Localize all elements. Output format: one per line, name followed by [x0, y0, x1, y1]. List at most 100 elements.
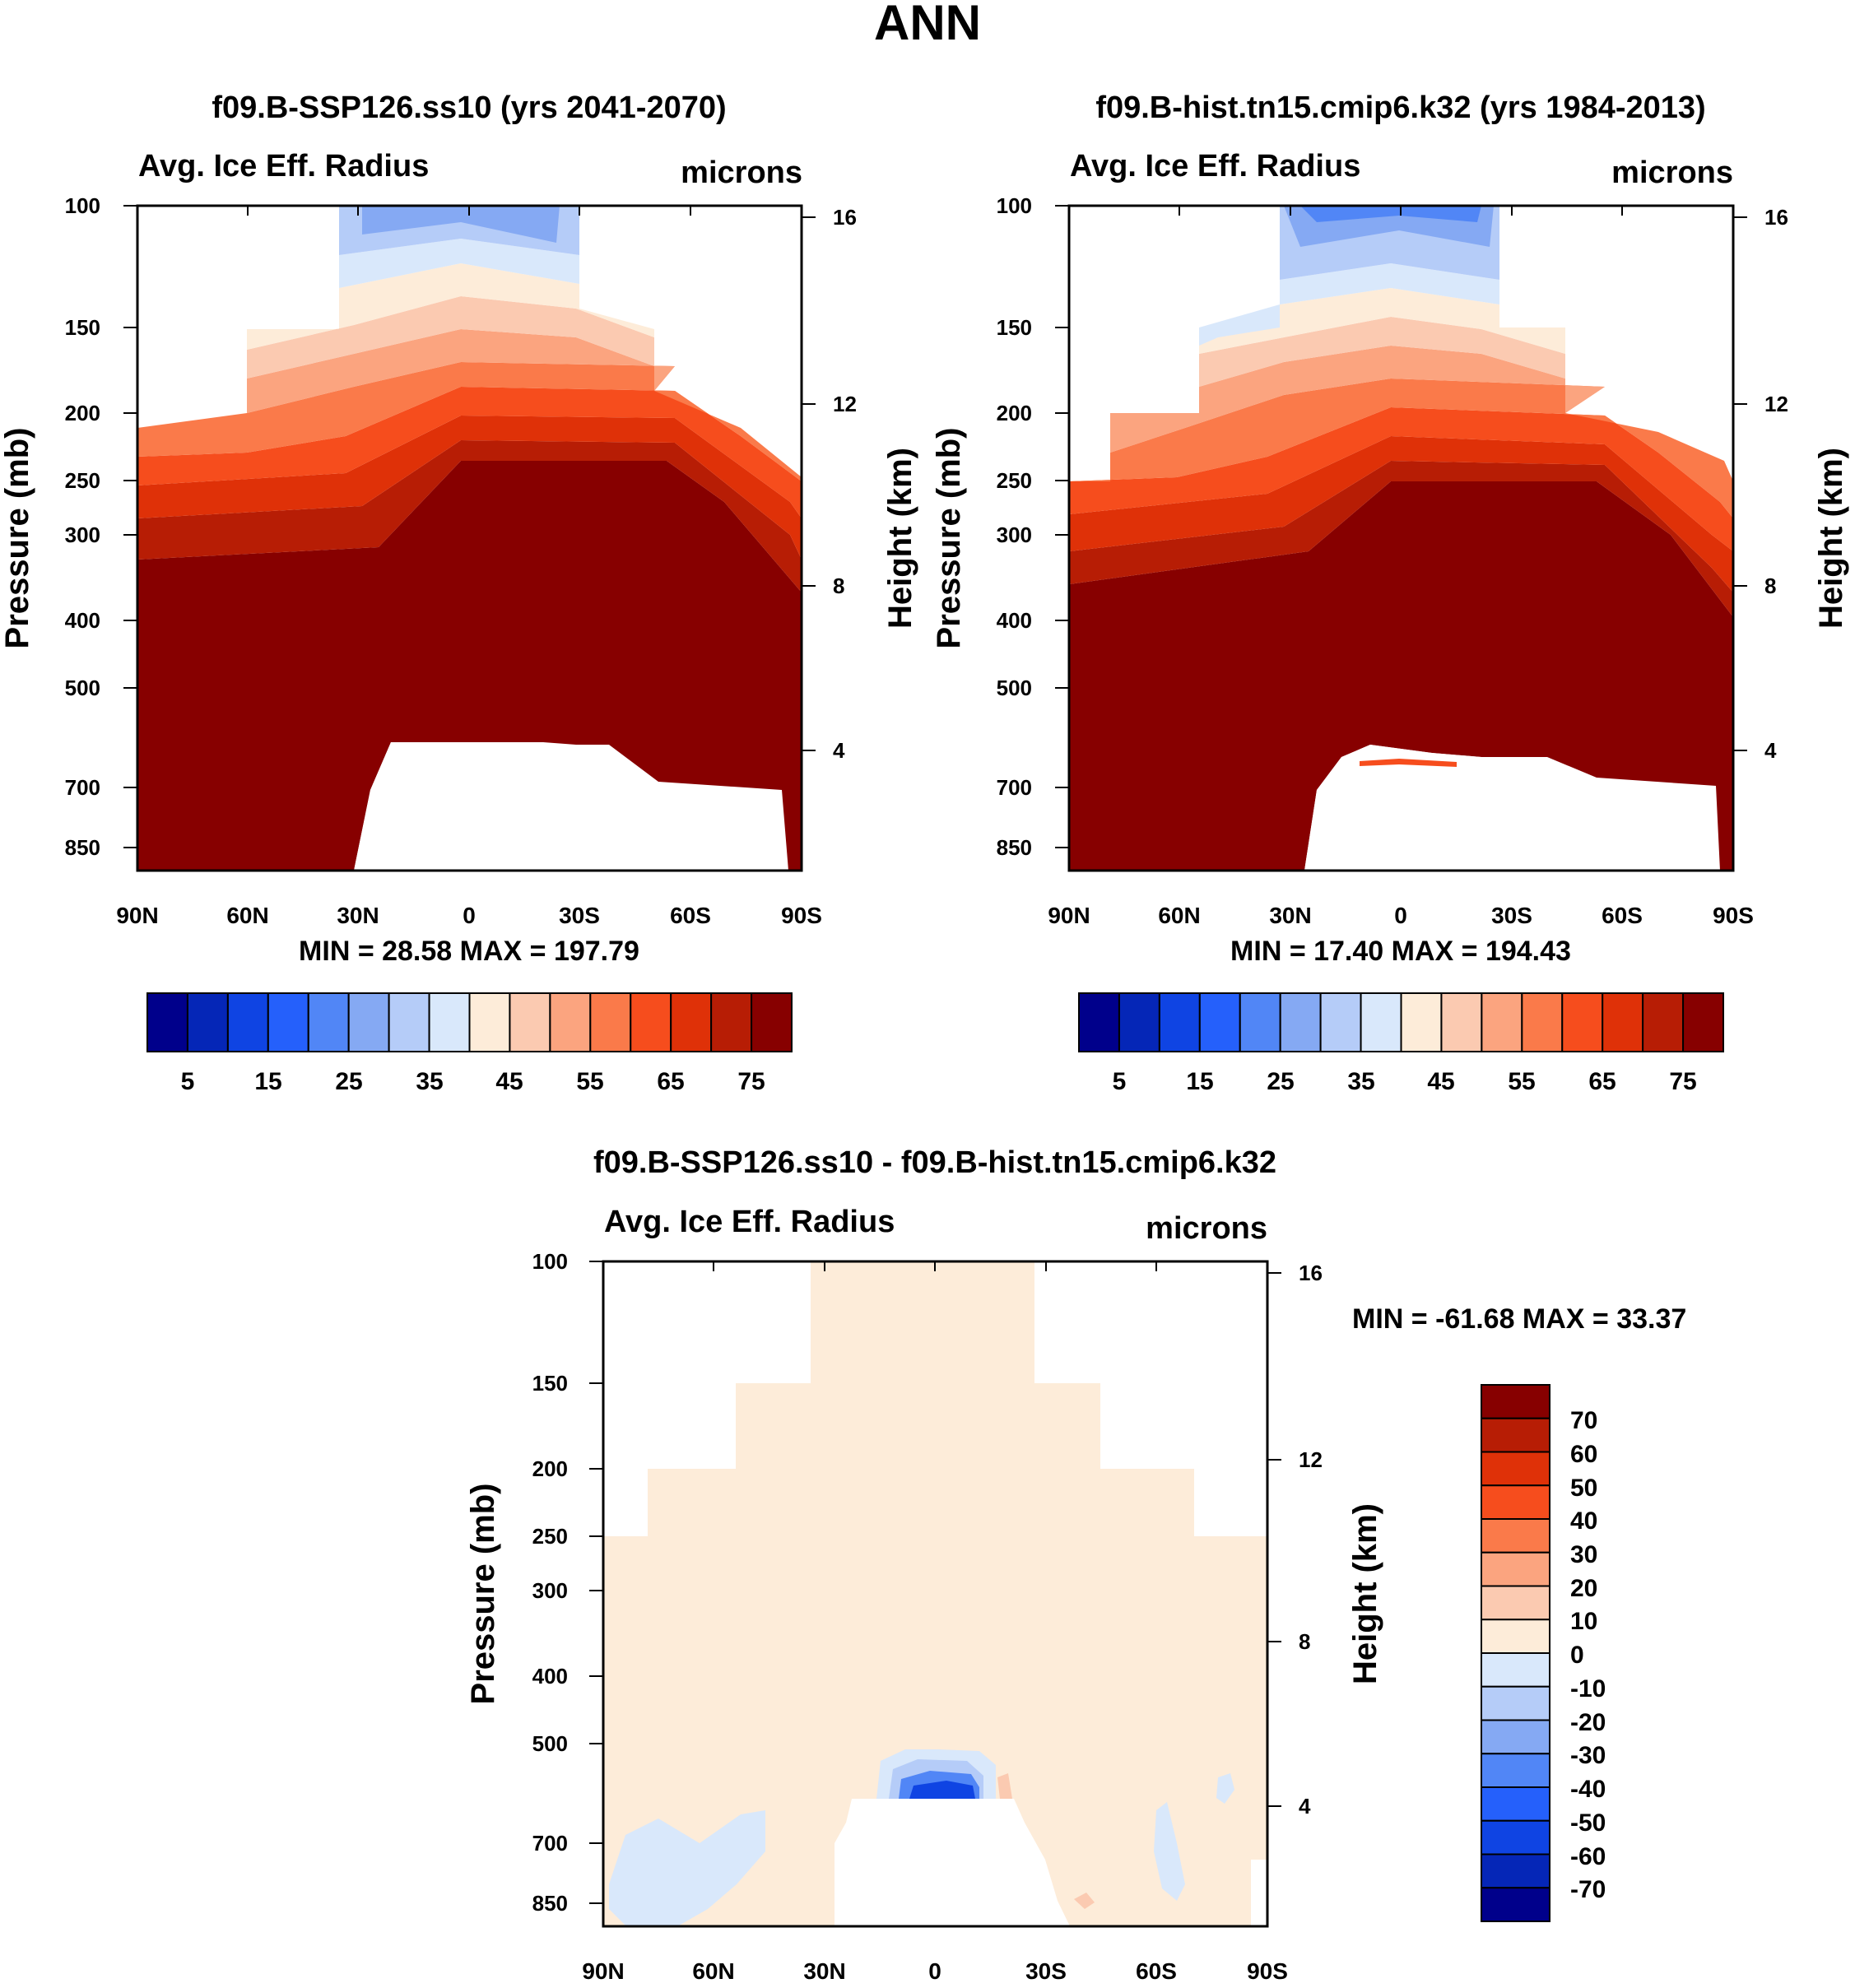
colorbar-swatch: [630, 992, 672, 1052]
colorbar-label: -40: [1570, 1776, 1606, 1803]
colorbar-label: 75: [1669, 1068, 1696, 1095]
variable-label: Avg. Ice Eff. Radius: [1070, 149, 1360, 183]
y-tick: 700: [65, 775, 100, 800]
colorbar-swatch: [146, 992, 188, 1052]
panel-title: f09.B-SSP126.ss10 (yrs 2041-2070): [212, 91, 726, 125]
y-tick: 850: [532, 1891, 568, 1916]
y2-axis-label: Height (km): [882, 448, 918, 629]
units-label: microns: [681, 156, 802, 190]
contour-fill-near-surface: [1360, 759, 1457, 767]
y2-tick: 4: [1299, 1794, 1311, 1818]
contour-fill-40: [247, 263, 654, 350]
contour-fill-75: [137, 461, 802, 871]
y-tick: 400: [997, 608, 1032, 633]
x-tick: 30N: [803, 1958, 845, 1984]
colorbar-label: 45: [1427, 1068, 1454, 1095]
x-tick: 0: [1394, 903, 1407, 928]
colorbar-swatch: [589, 992, 632, 1052]
plot-area: [137, 206, 802, 871]
y-tick: 250: [65, 468, 100, 493]
colorbar-swatch: [1481, 1853, 1550, 1889]
y2-tick: 16: [1299, 1261, 1323, 1285]
colorbar-label: -20: [1570, 1709, 1606, 1736]
x-tick: 0: [463, 903, 476, 928]
x-axis-ticks: 90N 60N 30N 0 30S 60S 90S: [116, 903, 822, 928]
colorbar-swatch: [1481, 1585, 1550, 1621]
terrain-mask: [354, 742, 609, 871]
x-axis-ticks: 90N 60N 30N 0 30S 60S 90S: [582, 1958, 1288, 1984]
x-tick: 90S: [1713, 903, 1754, 928]
colorbar-label: 5: [1113, 1068, 1127, 1095]
colorbar: [1481, 1384, 1550, 1922]
min-max-stats: MIN = -61.68 MAX = 33.37: [1352, 1303, 1686, 1335]
colorbar-swatch: [1440, 992, 1483, 1052]
colorbar-swatch: [1481, 992, 1523, 1052]
y2-tick: 12: [1764, 392, 1788, 416]
x-tick: 60S: [1602, 903, 1643, 928]
contour-fill-45: [247, 296, 654, 379]
contour-fill-60: [137, 387, 802, 518]
y2-axis-label: Height (km): [1813, 448, 1849, 629]
colorbar-label: 10: [1570, 1608, 1597, 1635]
contour-fill-50: [247, 329, 675, 413]
panel-top-left: f09.B-SSP126.ss10 (yrs 2041-2070) Avg. I…: [0, 91, 918, 1095]
units-label: microns: [1611, 156, 1733, 190]
contour-fill-neg10-0: [609, 1810, 765, 1925]
contour-fill-55: [1069, 379, 1733, 518]
y2-tick: 16: [1764, 205, 1788, 230]
figure-title: ANN: [874, 0, 981, 50]
units-label: microns: [1146, 1211, 1267, 1246]
colorbar-label: 70: [1570, 1407, 1597, 1434]
colorbar-swatch: [307, 992, 350, 1052]
colorbar-swatch: [1481, 1551, 1550, 1587]
y-tick: 400: [65, 608, 100, 633]
y2-tick: 12: [833, 392, 857, 416]
colorbar-label: 60: [1570, 1441, 1597, 1468]
y-tick: 200: [997, 401, 1032, 425]
top-x-ticks: [247, 206, 691, 216]
colorbar-swatch: [1642, 992, 1685, 1052]
x-tick: 30S: [1025, 1958, 1067, 1984]
contour-fill-65: [137, 416, 802, 560]
x-tick: 30S: [559, 903, 600, 928]
colorbar-swatch: [226, 992, 269, 1052]
colorbar-swatch: [1481, 1685, 1550, 1721]
y2-tick: 12: [1299, 1447, 1323, 1472]
top-x-ticks: [713, 1261, 1157, 1271]
y2-axis-label: Height (km): [1347, 1503, 1383, 1684]
y-axis-ticks: 100 150 200 250 300 400 500 700 850: [532, 1249, 603, 1916]
colorbar-swatch: [267, 992, 309, 1052]
colorbar-swatch: [1239, 992, 1281, 1052]
contour-fill-25: [362, 206, 560, 243]
contour-fill-neg50: [909, 1781, 975, 1799]
colorbar-label: 55: [1508, 1068, 1535, 1095]
contour-fill-neg10-0: [1216, 1773, 1234, 1804]
y2-tick: 8: [833, 574, 844, 598]
terrain-mask: [1304, 745, 1539, 871]
colorbar-swatch: [751, 992, 793, 1052]
colorbar-swatch: [1481, 1484, 1550, 1520]
x-tick: 60N: [1158, 903, 1200, 928]
colorbar-swatch: [1078, 992, 1120, 1052]
colorbar-swatch: [1481, 1887, 1550, 1922]
colorbar: [146, 992, 793, 1052]
colorbar-label: 40: [1570, 1507, 1597, 1535]
colorbar-swatch: [186, 992, 229, 1052]
colorbar-labels: 5 15 25 35 45 55 65 75: [1113, 1068, 1697, 1095]
y-axis-label: Pressure (mb): [465, 1484, 501, 1705]
x-tick: 30S: [1491, 903, 1532, 928]
colorbar-swatch: [388, 992, 430, 1052]
x-axis-ticks: 90N 60N 30N 0 30S 60S 90S: [1048, 903, 1754, 928]
colorbar-label: 15: [254, 1068, 281, 1095]
contour-fill-65: [1069, 436, 1733, 592]
colorbar-swatch: [1561, 992, 1604, 1052]
colorbar-labels: 5 15 25 35 45 55 65 75: [181, 1068, 765, 1095]
colorbar-swatch: [1481, 1518, 1550, 1554]
colorbar-labels: 70 60 50 40 30 20 10 0 -10 -20 -30 -40 -…: [1570, 1407, 1606, 1903]
y2-axis-ticks: 16 12 8 4: [1267, 1261, 1323, 1818]
colorbar-swatch: [468, 992, 511, 1052]
colorbar-swatch: [509, 992, 551, 1052]
y-tick: 150: [65, 315, 100, 340]
contour-fill-20: [1300, 206, 1481, 222]
x-tick: 90S: [781, 903, 822, 928]
